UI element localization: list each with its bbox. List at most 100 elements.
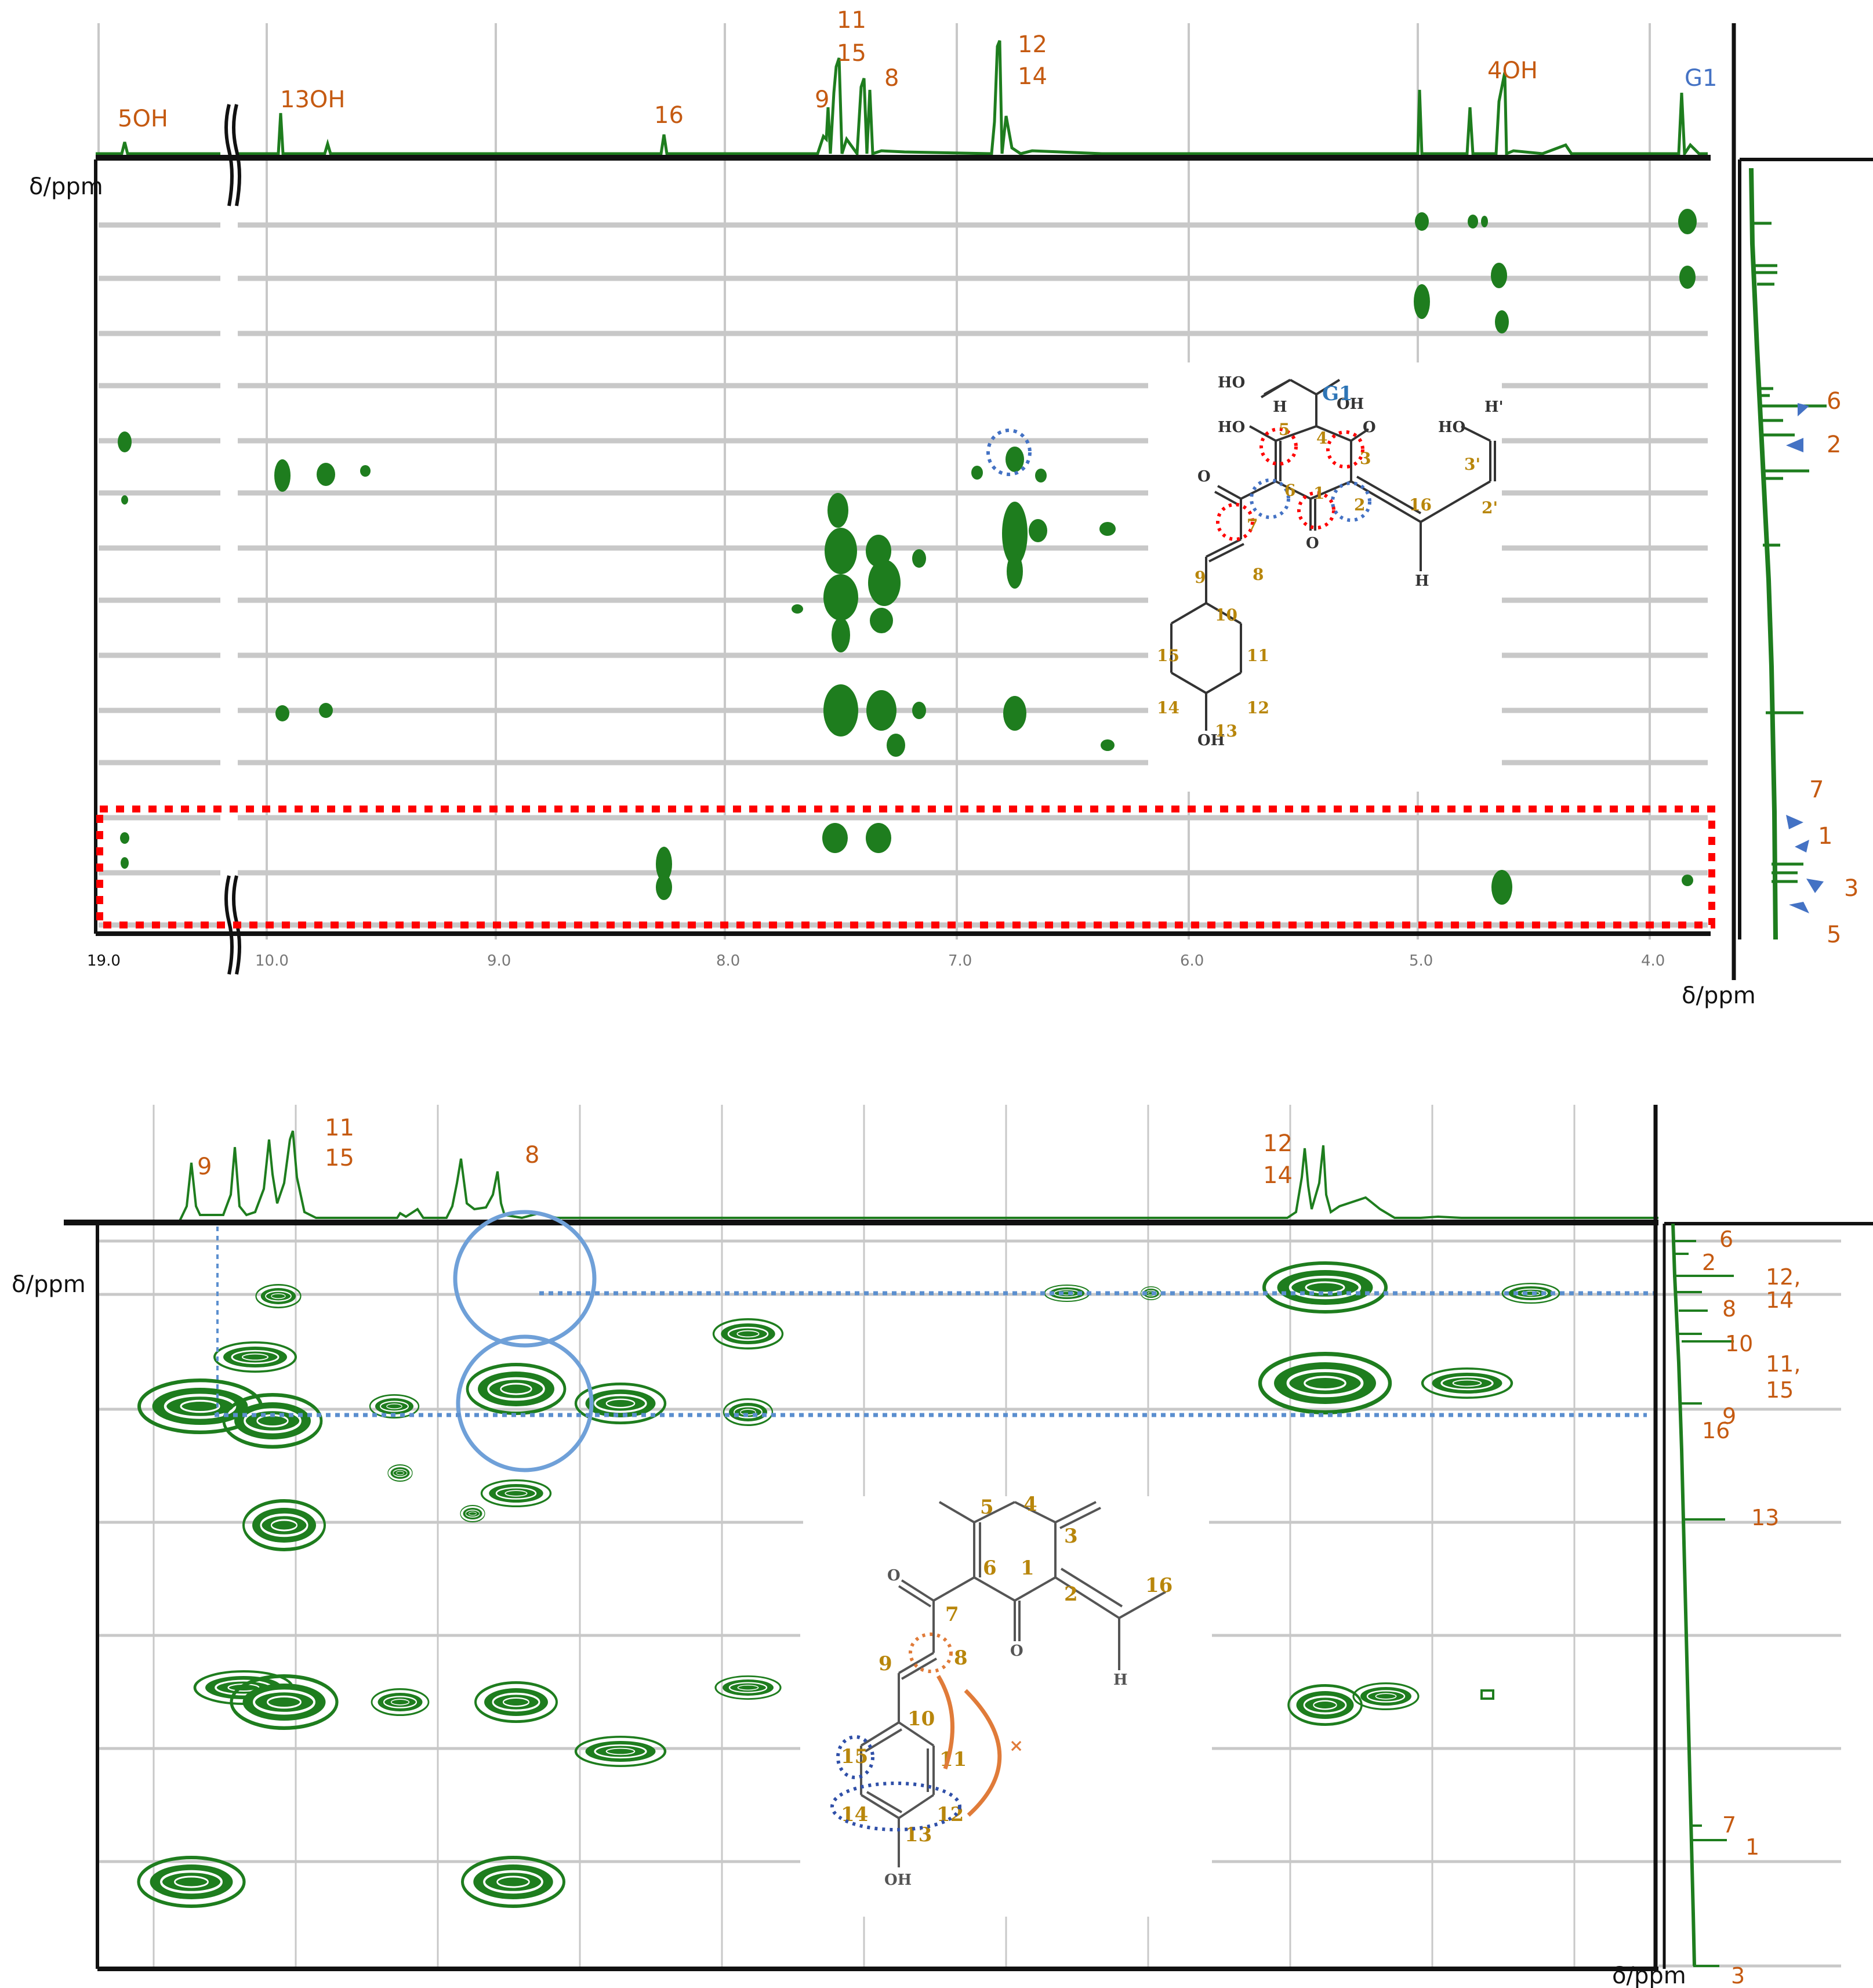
svg-text:2: 2 <box>1702 1250 1716 1275</box>
no-correlation-mark: × <box>1009 1736 1023 1756</box>
svg-text:OH: OH <box>1197 732 1225 749</box>
svg-text:19.0: 19.0 <box>87 952 121 970</box>
bottom-panel: 9 11 15 8 12 14 δ/ppm 7.6 7.5 7.4 7.3 7.… <box>12 1105 1873 1988</box>
arrow-icon <box>1786 438 1803 452</box>
svg-text:1: 1 <box>1021 1557 1034 1580</box>
svg-text:5: 5 <box>980 1496 994 1519</box>
svg-text:4.0: 4.0 <box>1641 952 1665 970</box>
top-x-ticklabels: 19.0 10.0 9.0 8.0 7.0 6.0 5.0 4.0 <box>87 952 1665 970</box>
bottom-guide-lines <box>215 1227 1658 1417</box>
svg-text:1: 1 <box>1745 1834 1759 1860</box>
svg-text:15: 15 <box>841 1745 868 1768</box>
bottom-c13-labels: 6 2 12, 14 8 10 11, 15 9 16 13 7 1 3 <box>1702 1227 1801 1988</box>
svg-text:13: 13 <box>1215 721 1237 741</box>
svg-text:8: 8 <box>1253 565 1264 584</box>
svg-text:12: 12 <box>1263 1130 1293 1157</box>
label-12: 12 <box>1018 31 1047 58</box>
svg-text:11: 11 <box>325 1115 354 1141</box>
svg-text:7: 7 <box>1722 1812 1736 1838</box>
label-14: 14 <box>1018 63 1047 90</box>
svg-text:9.0: 9.0 <box>487 952 511 970</box>
arrow-icon <box>1795 840 1809 852</box>
svg-text:2': 2' <box>1482 498 1498 517</box>
svg-text:9: 9 <box>1195 568 1206 587</box>
svg-text:15: 15 <box>1766 1377 1794 1403</box>
svg-text:2: 2 <box>1064 1583 1078 1606</box>
svg-text:H: H <box>1273 398 1287 416</box>
label-15: 15 <box>837 40 866 67</box>
svg-text:14: 14 <box>1157 698 1179 717</box>
svg-text:2: 2 <box>1354 495 1365 514</box>
svg-text:OH: OH <box>1337 396 1364 413</box>
top-c13-arrows <box>1786 403 1824 913</box>
arrow-icon <box>1789 902 1809 913</box>
svg-text:8.0: 8.0 <box>716 952 740 970</box>
bottom-highlight-circles <box>453 1210 597 1472</box>
svg-text:10: 10 <box>1725 1331 1753 1356</box>
label-16: 16 <box>654 102 684 129</box>
arrow-icon <box>1798 403 1809 416</box>
bottom-c13-projection <box>1671 1223 1734 1967</box>
bottom-h1-projection <box>99 1130 1658 1222</box>
svg-text:10.0: 10.0 <box>255 952 289 970</box>
svg-text:3: 3 <box>1360 449 1371 468</box>
svg-text:6: 6 <box>1284 481 1295 500</box>
svg-text:15: 15 <box>1157 646 1179 665</box>
svg-text:2: 2 <box>1827 431 1841 458</box>
axis-break-icon <box>224 104 241 975</box>
svg-text:8: 8 <box>525 1142 539 1169</box>
highlight-box <box>96 806 1715 928</box>
svg-text:11,: 11, <box>1766 1351 1801 1377</box>
svg-text:4: 4 <box>1023 1493 1037 1516</box>
svg-text:1: 1 <box>1313 484 1324 503</box>
svg-text:15: 15 <box>325 1145 354 1171</box>
svg-text:3: 3 <box>1731 1963 1745 1988</box>
svg-text:G1: G1 <box>1322 382 1353 405</box>
svg-text:10: 10 <box>908 1707 935 1731</box>
svg-text:3': 3' <box>1464 455 1480 474</box>
bottom-h1-labels: 9 11 15 8 12 14 <box>197 1115 1293 1189</box>
highlight-circle <box>986 429 1032 476</box>
top-x-axis-title: δ/ppm <box>1682 982 1756 1009</box>
svg-text:7: 7 <box>945 1603 959 1626</box>
label-11: 11 <box>837 7 866 34</box>
svg-text:12: 12 <box>1247 698 1269 717</box>
svg-text:8: 8 <box>954 1646 968 1670</box>
label-5oh: 5OH <box>118 106 168 132</box>
top-hgrid <box>99 222 1708 928</box>
svg-text:7: 7 <box>1247 516 1258 535</box>
svg-text:HO: HO <box>1218 374 1245 391</box>
top-c13-projection <box>1749 168 1827 940</box>
svg-text:16: 16 <box>1145 1574 1173 1597</box>
svg-text:O: O <box>1363 419 1376 436</box>
svg-text:3: 3 <box>1064 1525 1078 1548</box>
bottom-y-axis-title: δ/ppm <box>12 1271 86 1298</box>
top-cross-peaks <box>118 209 1697 905</box>
svg-text:H: H <box>1415 572 1429 590</box>
svg-text:H: H <box>1113 1671 1128 1689</box>
svg-text:16: 16 <box>1702 1418 1730 1443</box>
svg-text:4: 4 <box>1316 429 1327 448</box>
svg-text:O: O <box>1306 535 1319 552</box>
bottom-vgrid <box>153 1105 1576 1969</box>
svg-text:9: 9 <box>879 1652 892 1675</box>
svg-text:7.0: 7.0 <box>948 952 972 970</box>
svg-text:O: O <box>1010 1642 1023 1660</box>
svg-text:OH: OH <box>884 1871 912 1889</box>
svg-text:O: O <box>887 1567 901 1584</box>
svg-text:5: 5 <box>1279 420 1290 439</box>
arrow-icon <box>1806 879 1824 893</box>
svg-text:6.0: 6.0 <box>1180 952 1204 970</box>
top-c13-labels: 6 2 7 1 3 5 <box>1809 388 1859 948</box>
structure-bottom: O O H OH 5 4 3 6 1 2 7 8 9 10 11 12 13 1… <box>803 1493 1209 1917</box>
arrow-icon <box>1786 815 1803 829</box>
svg-text:9: 9 <box>1722 1403 1736 1429</box>
svg-text:8: 8 <box>1722 1296 1736 1322</box>
svg-text:H': H' <box>1484 398 1504 416</box>
top-y-axis-title: δ/ppm <box>29 173 103 200</box>
label-13oh: 13OH <box>280 86 345 113</box>
svg-text:10: 10 <box>1215 605 1237 625</box>
top-panel: 5OH 13OH 16 9 11 15 8 12 14 4OH G1 δ/ppm… <box>29 7 1873 1009</box>
top-h1-projection <box>96 40 1708 158</box>
